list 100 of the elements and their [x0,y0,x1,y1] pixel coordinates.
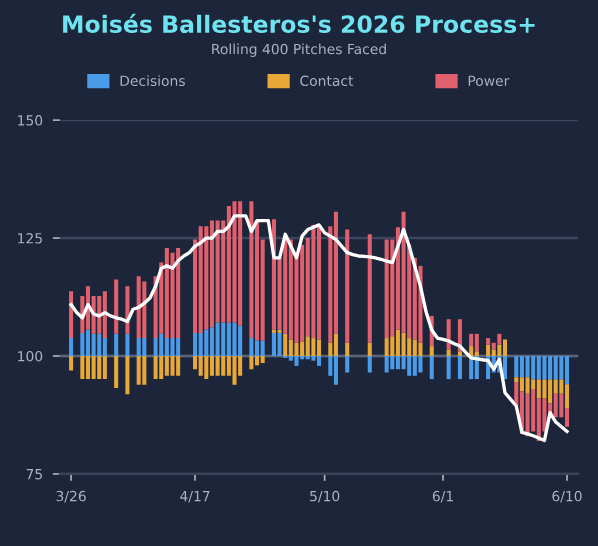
bar [80,332,85,356]
bar [525,377,530,394]
bar [85,355,91,380]
bar [317,226,322,340]
bar [260,355,265,364]
bar [283,238,288,334]
bar [412,355,417,376]
bar [333,333,338,356]
bar [271,332,276,356]
line-series [69,214,569,443]
bar [407,338,412,356]
bar [345,355,350,373]
bar [317,339,322,356]
bar [317,355,322,366]
bar [390,355,395,370]
bar [209,327,214,356]
bar [80,355,85,380]
bar [412,339,417,356]
bar [153,338,158,356]
bar [288,339,293,356]
bar [102,355,107,380]
bar [277,332,282,356]
bar [226,205,231,323]
bar [209,220,214,328]
bar [125,355,130,395]
bar [85,329,91,356]
bar [531,355,536,380]
bar [429,346,434,356]
bar [69,291,74,339]
bar [176,247,181,339]
bar [553,355,558,380]
bar [232,201,237,323]
bar [114,333,119,356]
bar [384,355,389,373]
bar [69,355,74,371]
bar [164,338,169,356]
bar [215,220,220,323]
bar [288,355,293,361]
bar [153,355,158,380]
bar [159,333,164,356]
bar [474,333,479,352]
bar [255,340,260,356]
bar [260,340,265,356]
bar [429,355,434,380]
bar [97,355,102,380]
bar [446,349,451,356]
bar [542,379,547,399]
bar [559,355,564,380]
bar [469,333,474,347]
bar [446,355,451,380]
bar [193,355,198,370]
bar [564,355,570,385]
chart-title: Moisés Ballesteros's 2026 Process+ [63,13,535,34]
bar [142,355,147,385]
bar [170,338,175,356]
bar [249,338,254,356]
bar [221,322,226,356]
bar [170,355,175,376]
bar [333,355,338,385]
bar [328,342,333,356]
bar [91,355,96,380]
bar [294,355,299,366]
bar [142,338,147,356]
bar [136,276,141,339]
bar [548,355,553,380]
bar [401,355,406,370]
bar [300,244,305,342]
bar [502,355,508,380]
bar [238,201,243,326]
bar [384,239,389,339]
bar [249,355,254,370]
bar [486,344,491,356]
bar [553,393,558,418]
bar [255,355,260,366]
bar [345,342,350,356]
bar [125,333,130,356]
bar [491,349,496,356]
bar [401,211,406,333]
bar [525,393,530,437]
bar [198,332,203,356]
bar [536,355,541,380]
bar [311,338,316,356]
bar [502,339,508,356]
bar [401,332,406,356]
bar [198,226,203,333]
bar [300,341,305,356]
bar [548,379,553,404]
bar [367,355,372,373]
bar [564,384,570,408]
bar [226,322,231,356]
bar [407,355,412,376]
bar [305,336,310,356]
bar [531,379,536,390]
bar [232,322,237,356]
bar [198,355,203,376]
bar [395,355,400,370]
bar [209,355,214,376]
bar [469,346,474,356]
bar [367,234,372,343]
bar [311,224,316,339]
